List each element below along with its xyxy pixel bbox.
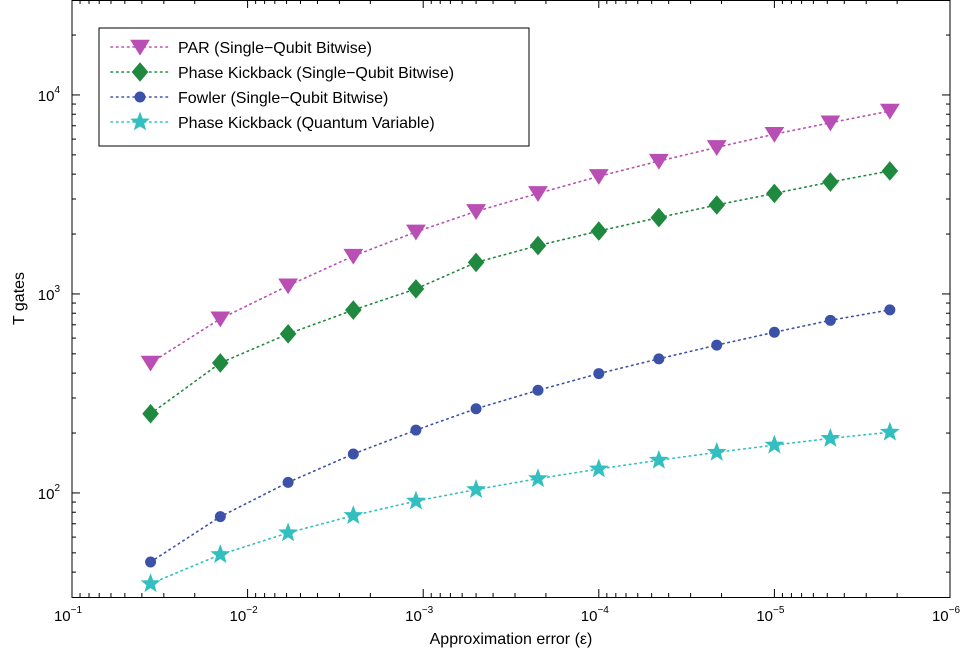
data-point bbox=[210, 311, 231, 328]
data-point bbox=[466, 479, 486, 498]
legend-marker bbox=[134, 91, 146, 103]
legend-entry: Phase Kickback (Quantum Variable) bbox=[110, 111, 435, 132]
data-point bbox=[345, 300, 362, 320]
data-point bbox=[529, 235, 547, 256]
data-point bbox=[648, 449, 669, 469]
series-1 bbox=[142, 161, 899, 424]
data-point bbox=[140, 355, 161, 372]
data-point bbox=[528, 468, 548, 488]
y-tick-exponent: 3 bbox=[54, 284, 60, 295]
data-point bbox=[410, 424, 422, 436]
data-point bbox=[706, 441, 727, 461]
data-point bbox=[278, 278, 298, 295]
data-point bbox=[343, 248, 364, 265]
data-point bbox=[278, 522, 299, 542]
data-point bbox=[347, 448, 359, 460]
series-3 bbox=[140, 421, 900, 593]
data-point bbox=[406, 224, 426, 241]
legend-label: PAR (Single−Qubit Bitwise) bbox=[178, 40, 372, 57]
legend-label: Fowler (Single−Qubit Bitwise) bbox=[178, 90, 388, 107]
data-point bbox=[820, 115, 841, 132]
data-point bbox=[650, 207, 668, 228]
y-axis-label: T gates bbox=[11, 272, 28, 325]
legend-box bbox=[98, 27, 530, 147]
data-point bbox=[406, 490, 426, 510]
data-point bbox=[407, 279, 425, 299]
y-tick-exponent: 4 bbox=[54, 85, 60, 96]
legend-entry: Fowler (Single−Qubit Bitwise) bbox=[110, 90, 388, 107]
data-point bbox=[282, 476, 294, 488]
data-point bbox=[145, 556, 157, 568]
x-tick-exponent: −4 bbox=[597, 605, 609, 616]
x-tick-exponent: −5 bbox=[773, 605, 785, 616]
data-point bbox=[764, 126, 785, 143]
legend-label: Phase Kickback (Quantum Variable) bbox=[178, 115, 435, 132]
legend-marker bbox=[131, 62, 149, 82]
y-tick-exponent: 2 bbox=[54, 483, 60, 494]
legend-entry: Phase Kickback (Single−Qubit Bitwise) bbox=[110, 62, 454, 82]
data-point bbox=[279, 324, 297, 344]
data-point bbox=[822, 172, 839, 192]
legend-marker bbox=[130, 39, 150, 56]
data-point bbox=[470, 403, 482, 415]
data-point bbox=[708, 195, 726, 215]
legend-entry: PAR (Single−Qubit Bitwise) bbox=[110, 39, 372, 57]
data-point bbox=[588, 458, 609, 478]
data-point bbox=[824, 314, 836, 326]
data-point bbox=[467, 252, 485, 273]
x-tick-exponent: −1 bbox=[71, 605, 83, 616]
series-layer bbox=[140, 103, 900, 593]
x-tick-exponent: −3 bbox=[422, 605, 434, 616]
data-point bbox=[528, 186, 548, 203]
data-point bbox=[768, 326, 780, 338]
data-point bbox=[593, 368, 605, 380]
data-point bbox=[140, 573, 161, 593]
x-tick-exponent: −6 bbox=[949, 605, 961, 616]
data-point bbox=[648, 153, 669, 170]
data-point bbox=[766, 183, 783, 204]
series-2 bbox=[145, 304, 896, 568]
data-point bbox=[820, 427, 841, 447]
legend: PAR (Single−Qubit Bitwise) Phase Kickback… bbox=[98, 27, 530, 147]
data-point bbox=[711, 339, 723, 351]
data-point bbox=[210, 544, 231, 564]
legend-marker bbox=[130, 111, 150, 131]
x-tick-exponent: −2 bbox=[246, 605, 258, 616]
data-point bbox=[532, 384, 544, 396]
series-0 bbox=[140, 103, 900, 372]
data-point bbox=[343, 505, 364, 524]
data-point bbox=[879, 421, 900, 441]
data-point bbox=[214, 511, 226, 523]
data-point bbox=[884, 304, 896, 316]
data-point bbox=[142, 403, 159, 424]
data-point bbox=[879, 103, 900, 120]
data-point bbox=[212, 353, 229, 373]
data-point bbox=[706, 140, 727, 156]
data-point bbox=[881, 161, 899, 181]
plot-frame bbox=[71, 0, 951, 598]
legend-label: Phase Kickback (Single−Qubit Bitwise) bbox=[178, 65, 454, 82]
data-point bbox=[588, 169, 609, 185]
x-axis-label: Approximation error (ε) bbox=[430, 631, 593, 648]
data-point bbox=[653, 353, 665, 365]
data-point bbox=[764, 434, 785, 454]
data-point bbox=[466, 204, 486, 220]
data-point bbox=[590, 221, 608, 241]
